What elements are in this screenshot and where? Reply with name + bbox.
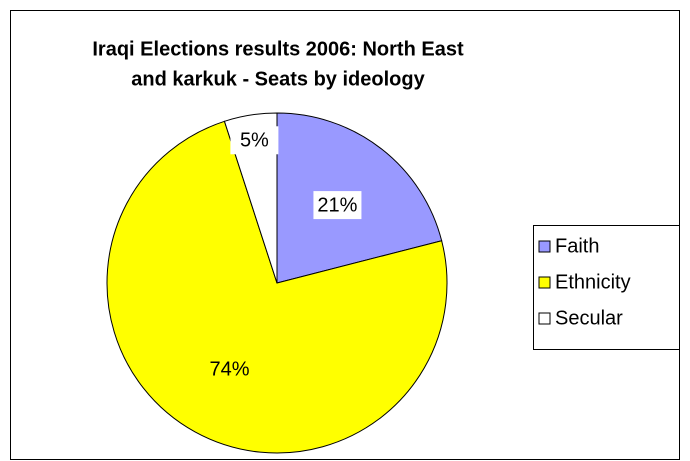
data-label: 21%	[317, 194, 357, 216]
legend-label: Faith	[555, 235, 599, 257]
data-label: 5%	[240, 130, 269, 152]
chart-title: and karkuk - Seats by ideology	[131, 68, 425, 90]
legend-label: Ethnicity	[555, 271, 631, 293]
pie-slice	[106, 120, 448, 454]
legend-swatch	[538, 276, 551, 289]
data-label: 74%	[209, 359, 249, 381]
legend-swatch	[538, 312, 551, 325]
legend-label: Secular	[555, 307, 623, 329]
legend-box	[533, 225, 680, 350]
data-label-box	[313, 191, 362, 220]
chart-title: Iraqi Elections results 2006: North East	[92, 38, 464, 60]
pie-slice	[223, 112, 278, 284]
data-label-box	[230, 126, 279, 155]
legend-swatch	[538, 240, 551, 253]
